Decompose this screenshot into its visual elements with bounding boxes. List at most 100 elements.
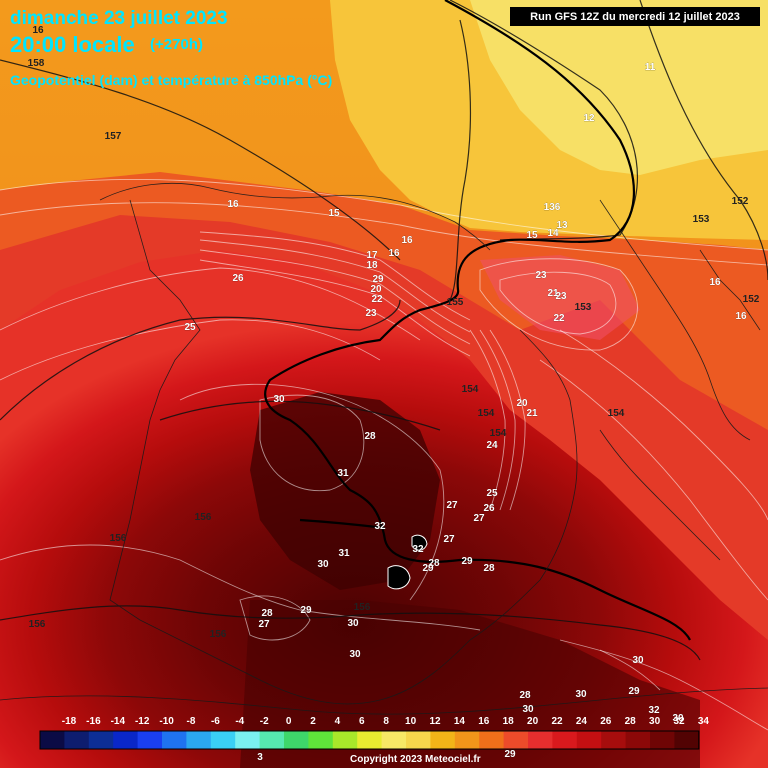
isotherm-label: 29 (461, 556, 473, 567)
frontal-line (264, 0, 691, 641)
legend-swatch (357, 731, 383, 749)
geopotential-label: 16 (32, 25, 44, 36)
legend-tick-label: 32 (673, 716, 685, 727)
geopotential-label: 154 (462, 384, 479, 395)
legend-tick-label: -8 (187, 716, 196, 727)
isotherm-label: 27 (443, 534, 455, 545)
isotherm-label: 32 (374, 521, 386, 532)
copyright: Copyright 2023 Meteociel.fr (350, 754, 481, 765)
isotherm-label: 32 (648, 705, 660, 716)
legend-tick-label: -14 (111, 716, 126, 727)
geopotential-label: 158 (28, 58, 45, 69)
island-small (411, 534, 428, 551)
isotherm-label: 15 (526, 230, 538, 241)
isotherm-label: 18 (366, 260, 378, 271)
legend-swatch (64, 731, 90, 749)
isotherm-label: 28 (364, 431, 376, 442)
isotherm-label: 21 (526, 408, 538, 419)
isotherm-label: 20 (370, 284, 382, 295)
isotherm-label: 3 (257, 752, 263, 763)
isotherm-label: 30 (632, 655, 644, 666)
legend-swatch (137, 731, 163, 749)
isotherm-label: 28 (261, 608, 273, 619)
legend-tick-label: -16 (86, 716, 101, 727)
legend-swatch (332, 731, 358, 749)
geopotential-label: 157 (105, 131, 122, 142)
legend-tick-label: 22 (551, 716, 563, 727)
legend-tick-label: 8 (383, 716, 389, 727)
legend-swatch (479, 731, 505, 749)
legend-swatch (284, 731, 309, 749)
isotherm-label: 136 (544, 202, 561, 213)
legend-tick-label: 34 (698, 716, 710, 727)
legend-colorbar (39, 730, 700, 750)
legend-tick-label: -10 (159, 716, 174, 727)
isotherm-label: 29 (504, 749, 516, 760)
isotherm-label: 32 (412, 544, 424, 555)
isotherm-label: 30 (349, 649, 361, 660)
isotherm-label: 29 (422, 563, 434, 574)
legend-tick-label: -4 (235, 716, 244, 727)
legend-tick-label: 20 (527, 716, 539, 727)
isotherm-label: 29 (300, 605, 312, 616)
isotherm-label: 14 (547, 228, 559, 239)
isotherm-label: 22 (553, 313, 565, 324)
isotherm-label: 23 (555, 291, 567, 302)
time-offset: (+270h) (150, 36, 203, 53)
isotherm-label: 31 (337, 468, 349, 479)
geopotential-label: 156 (210, 629, 227, 640)
legend-tick-label: -6 (211, 716, 220, 727)
isotherm-label: 16 (709, 277, 721, 288)
legend-tick-label: 12 (429, 716, 441, 727)
legend-tick-labels: -18 -16 -14 -12 -10 -8 -6 -4 -2 0 2 4 6 8 10 12 14 16 18 20… (62, 716, 710, 727)
isotherm-label: 28 (483, 563, 495, 574)
legend-swatch (235, 731, 261, 749)
coastlines (0, 183, 768, 715)
isotherm-label: 28 (428, 558, 440, 569)
legend-swatch (113, 731, 139, 749)
isotherm-label: 30 (347, 618, 359, 629)
legend-swatch (650, 731, 675, 749)
contour-labels: 1615815711121615136131415153152171816162… (28, 25, 760, 763)
isotherm-label: 30 (317, 559, 329, 570)
isotherm-label: 30 (273, 394, 285, 405)
legend-swatch (674, 731, 700, 749)
legend-tick-label: 10 (405, 716, 417, 727)
legend-frame (39, 730, 700, 750)
legend-tick-label: 0 (286, 716, 292, 727)
legend-swatch (528, 731, 553, 749)
isotherm-label: 16 (388, 248, 400, 259)
legend-tick-label: -2 (260, 716, 269, 727)
isotherm-label: 29 (372, 274, 384, 285)
heat-core-iberia (250, 392, 440, 590)
isotherm-label: 25 (184, 322, 196, 333)
legend-swatch (186, 731, 212, 749)
geopotential-label: 152 (732, 196, 749, 207)
legend-swatch (601, 731, 627, 749)
geopotential-label: 155 (447, 297, 464, 308)
geopotential-contours (0, 0, 768, 661)
isotherm-label: 27 (258, 619, 270, 630)
isotherm-label: 26 (232, 273, 244, 284)
geopotential-label: 156 (110, 533, 127, 544)
legend-tick-label: 14 (454, 716, 466, 727)
isotherm-label: 26 (483, 503, 495, 514)
isotherm-label: 15 (328, 208, 340, 219)
legend-swatch (552, 731, 578, 749)
legend-swatch (259, 731, 285, 749)
date-title: dimanche 23 juillet 2023 (10, 8, 228, 29)
isotherm-label: 25 (486, 488, 498, 499)
isotherm-label: 17 (366, 250, 378, 261)
geopotential-label: 153 (693, 214, 710, 225)
geopotential-label: 154 (608, 408, 625, 419)
geopotential-label: 152 (743, 294, 760, 305)
heat-core-south (240, 600, 700, 768)
isotherms (0, 178, 768, 731)
legend-swatch (430, 731, 456, 749)
geopotential-label: 153 (575, 302, 592, 313)
legend-swatch (576, 731, 602, 749)
coolest-airmass-zone (470, 0, 768, 175)
isotherm-label: 30 (672, 713, 684, 724)
isotherm-label: 27 (446, 500, 458, 511)
